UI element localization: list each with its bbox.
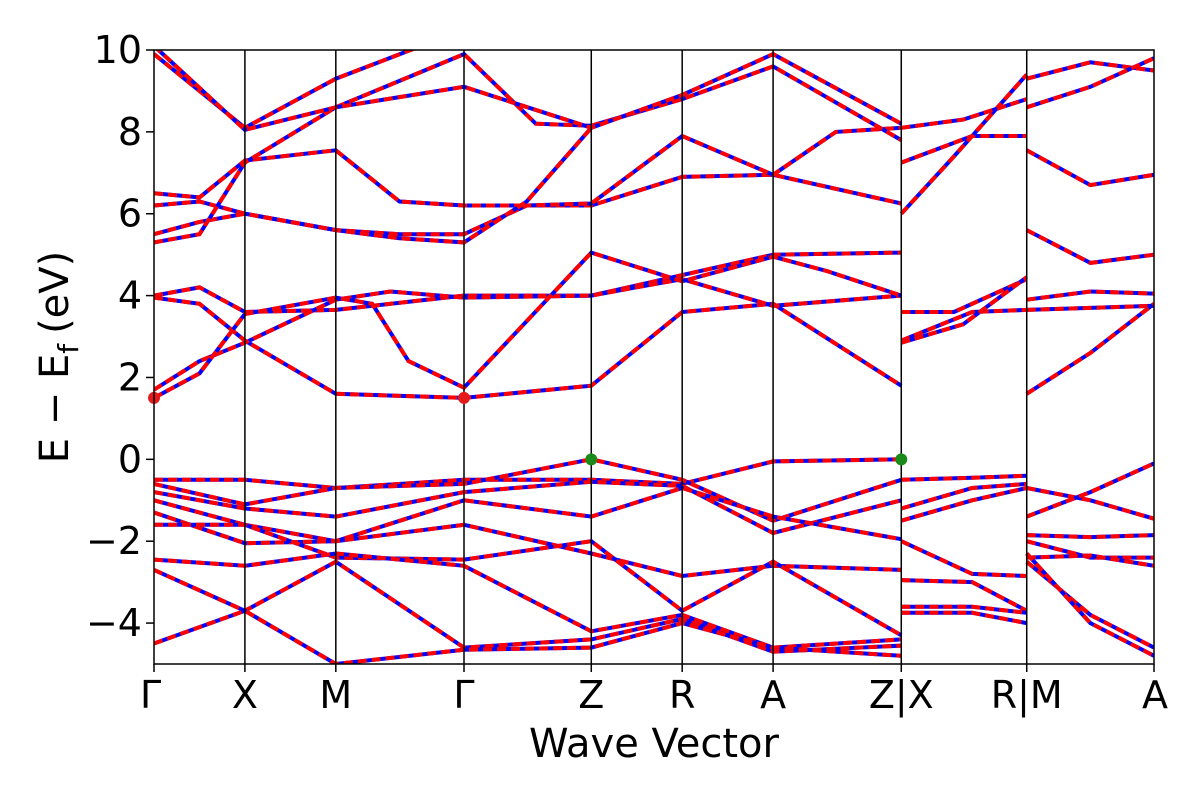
- band-spin-up-35: [900, 539, 1027, 578]
- band-spin-down-32: [901, 473, 1027, 482]
- band-spin-up-2: [154, 126, 593, 245]
- band-spin-down-45: [1025, 552, 1154, 658]
- band-spin-down-22: [1025, 302, 1154, 396]
- band-spin-down-12: [901, 97, 1028, 130]
- y-tick-label-4: 4: [118, 274, 142, 318]
- band-spin-down-2: [154, 126, 593, 245]
- y-axis-title-unit: (eV): [32, 251, 78, 334]
- y-tick-label-2: 0: [118, 437, 142, 481]
- band-spin-down-42: [1026, 539, 1154, 560]
- vbm-marker-1: [895, 453, 908, 466]
- y-tick-label-5: 6: [118, 192, 142, 236]
- band-spin-up-45: [1025, 552, 1154, 658]
- y-axis-title-main: E − E: [32, 354, 78, 464]
- band-spin-down-1: [154, 125, 902, 237]
- band-spin-down-38: [901, 610, 1028, 626]
- y-tick-label-6: 8: [118, 110, 142, 154]
- plot-frame: [153, 49, 1155, 665]
- band-spin-down-3: [154, 51, 903, 245]
- band-spin-up-31: [154, 608, 902, 664]
- band-spin-down-26: [154, 485, 902, 544]
- band-spin-down-21: [1026, 303, 1154, 312]
- y-tick-label-3: 2: [118, 355, 142, 399]
- band-spin-up-10: [900, 134, 1027, 165]
- x-tick-label-7: Z|X: [869, 673, 934, 718]
- x-tick-label-0: Γ: [140, 673, 161, 717]
- y-tick-label-0: −4: [86, 601, 142, 645]
- cbm-marker-1: [458, 391, 470, 404]
- x-axis-title: Wave Vector: [529, 721, 780, 767]
- band-spin-down-30: [154, 559, 902, 654]
- x-tick-label-8: R|M: [991, 673, 1063, 718]
- band-spin-up-30: [154, 559, 902, 654]
- vbm-marker-0: [585, 453, 598, 466]
- band-spin-down-11: [899, 73, 1029, 216]
- band-spin-down-13: [901, 277, 1028, 314]
- band-spin-down-19: [1025, 228, 1154, 265]
- band-spin-down-15: [900, 275, 1028, 345]
- x-tick-label-1: X: [232, 673, 258, 717]
- band-spin-down-40: [1025, 461, 1154, 519]
- band-spin-down-14: [900, 307, 1027, 343]
- band-spin-down-28: [154, 522, 903, 638]
- band-spin-down-33: [900, 481, 1027, 511]
- band-spin-down-0: [154, 148, 902, 208]
- band-spin-down-4: [154, 50, 417, 131]
- band-spin-down-20: [1026, 289, 1154, 302]
- y-axis-title: E − Ef (eV): [32, 251, 85, 464]
- band-spin-down-9: [154, 250, 902, 400]
- y-tick-label-1: −2: [86, 519, 142, 563]
- y-tick-label-7: 10: [94, 28, 142, 72]
- band-spin-down-36: [901, 578, 1028, 613]
- kpoint-lines: [244, 50, 1028, 664]
- x-tick-label-2: M: [319, 673, 352, 717]
- band-spin-down-34: [900, 486, 1028, 523]
- band-spin-down-17: [1026, 56, 1154, 110]
- band-spin-down-23: [154, 457, 902, 491]
- x-tick-label-9: A: [1142, 673, 1168, 717]
- band-spin-down-31: [154, 608, 902, 664]
- band-spin-down-18: [1025, 148, 1154, 188]
- x-tick-label-3: Γ: [453, 673, 474, 717]
- x-tick-label-4: Z: [578, 673, 604, 717]
- y-axis: −4 −2 0 2 4 6 8 10: [86, 28, 154, 645]
- extrema-markers: [148, 391, 908, 466]
- band-spin-down-35: [900, 539, 1027, 578]
- band-spin-down-43: [1026, 553, 1154, 568]
- x-tick-label-6: A: [760, 673, 786, 717]
- band-spin-down-5: [155, 50, 903, 133]
- band-spin-down-39: [1026, 486, 1154, 521]
- band-spin-down-8: [154, 277, 902, 392]
- y-axis-title-sub: f: [52, 343, 85, 354]
- band-spin-down-16: [1026, 60, 1154, 81]
- x-tick-label-5: R: [669, 673, 695, 717]
- band-spin-up-0: [154, 148, 902, 208]
- band-spin-down-41: [1026, 533, 1154, 540]
- bands-layer: [154, 50, 1154, 664]
- x-axis: Γ X M Γ Z R A Z|X R|M A: [140, 664, 1168, 718]
- band-spin-down-27: [154, 510, 902, 579]
- band-spin-up-9: [154, 250, 902, 400]
- band-spin-down-29: [154, 551, 902, 650]
- band-spin-down-25: [154, 479, 902, 536]
- band-spin-down-37: [901, 604, 1027, 615]
- band-spin-down-44: [1025, 560, 1154, 650]
